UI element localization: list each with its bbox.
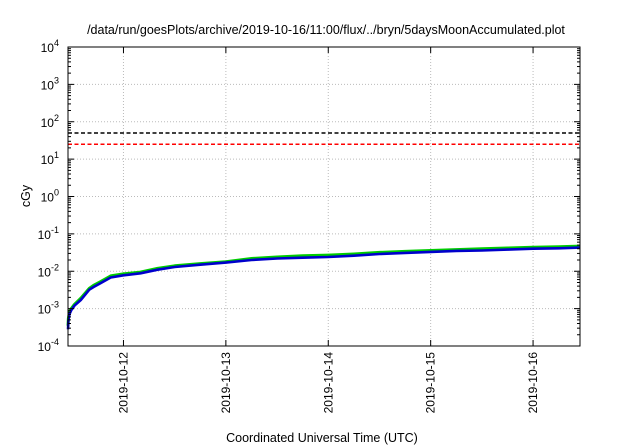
series-line <box>66 246 581 330</box>
series-lines <box>66 244 581 330</box>
y-tick-label: 10-4 <box>38 337 59 354</box>
threshold-lines <box>68 132 580 146</box>
y-tick-label: 103 <box>41 75 59 92</box>
axis-ticks <box>68 46 580 347</box>
x-tick-label: 2019-10-14 <box>321 352 335 414</box>
y-tick-label: 100 <box>41 188 59 205</box>
y-tick-label: 102 <box>41 113 59 130</box>
x-tick-label: 2019-10-12 <box>116 352 130 414</box>
x-axis-label: Coordinated Universal Time (UTC) <box>226 431 418 445</box>
y-tick-label: 10-3 <box>38 300 59 317</box>
x-tick-labels: 2019-10-12 2019-10-13 2019-10-14 2019-10-15… <box>116 352 540 414</box>
y-tick-label: 101 <box>41 150 59 167</box>
chart-title: /data/run/goesPlots/archive/2019-10-16/1… <box>87 23 565 37</box>
x-tick-label: 2019-10-15 <box>424 352 438 414</box>
x-tick-label: 2019-10-13 <box>219 352 233 414</box>
grid <box>68 47 580 346</box>
y-axis-label: cGy <box>19 184 33 207</box>
y-tick-labels: 10-4 10-3 10-2 10-1 100 101 102 103 104 <box>38 38 59 354</box>
y-tick-label: 10-2 <box>38 262 59 279</box>
x-tick-label: 2019-10-16 <box>526 352 540 414</box>
y-tick-label: 10-1 <box>38 225 59 242</box>
y-tick-label: 104 <box>41 38 59 55</box>
